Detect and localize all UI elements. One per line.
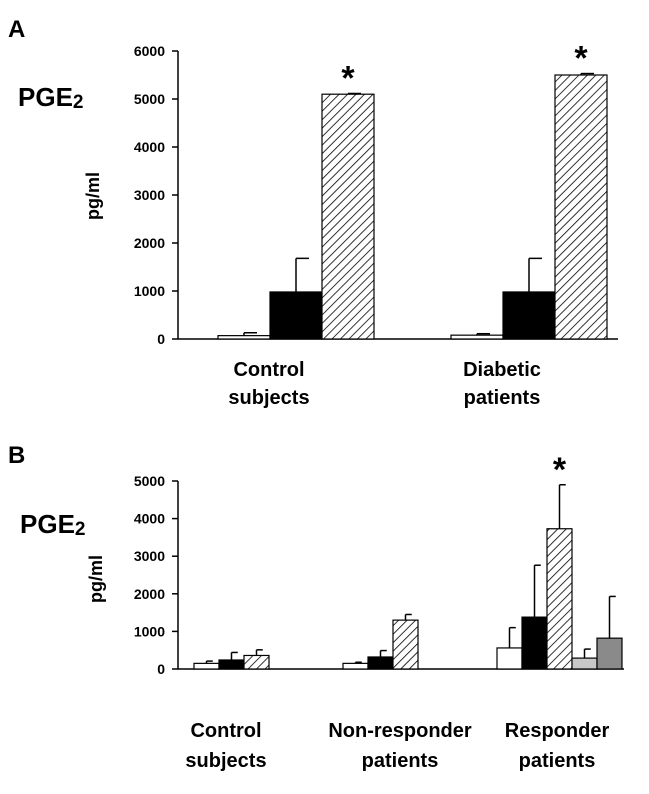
analyte-label-a: PGE2	[18, 82, 84, 113]
panel-letter-b: B	[8, 442, 25, 469]
analyte-label-b: PGE2	[20, 509, 86, 540]
analyte-text-b: PGE	[20, 509, 75, 539]
panel-letter-a: A	[8, 16, 25, 43]
bar-black	[269, 291, 323, 340]
bar-lightgray	[571, 657, 598, 670]
bar-white	[193, 662, 220, 670]
y-tick-label: 4000	[134, 511, 165, 527]
analyte-text-a: PGE	[18, 82, 73, 112]
bar-white	[450, 334, 504, 340]
category-label: patients	[464, 387, 541, 409]
analyte-subscript-b: 2	[75, 519, 86, 540]
bar-black	[367, 656, 394, 670]
y-tick-label: 4000	[134, 139, 165, 155]
y-tick-label: 2000	[134, 586, 165, 602]
chart-panel-a: 0 1000 2000 3000 4000 5000 6000 * * Control subjec…	[134, 40, 618, 409]
y-axis-label-a: pg/ml	[83, 172, 103, 220]
bar-white	[342, 662, 369, 670]
y-tick-label: 5000	[134, 91, 165, 107]
bar-hatched	[243, 654, 270, 670]
bar-hatched	[554, 74, 608, 340]
y-tick-label: 1000	[134, 623, 165, 639]
y-tick-label: 3000	[134, 548, 165, 564]
y-tick-label: 0	[157, 661, 165, 677]
y-tick-label: 3000	[134, 187, 165, 203]
y-tick-label: 5000	[134, 473, 165, 489]
category-label: subjects	[228, 387, 309, 409]
category-label: patients	[519, 750, 596, 772]
category-label: patients	[362, 750, 439, 772]
analyte-subscript-a: 2	[73, 92, 84, 113]
bar-darkgray	[596, 637, 623, 670]
significance-asterisk: *	[574, 40, 588, 78]
significance-asterisk: *	[553, 451, 567, 489]
significance-asterisk: *	[341, 59, 355, 97]
category-label: Control	[233, 359, 304, 381]
y-tick-label: 6000	[134, 43, 165, 59]
bar-black	[502, 291, 556, 340]
bar-white	[496, 647, 523, 670]
chart-panel-b: 0 1000 2000 3000 4000 5000 * Control subjects Non…	[134, 451, 624, 772]
y-tick-label: 1000	[134, 283, 165, 299]
bar-black	[521, 616, 548, 670]
category-label: Non-responder	[328, 720, 472, 742]
category-label: Diabetic	[463, 359, 541, 381]
bar-white	[217, 335, 271, 340]
category-label: Control	[190, 720, 261, 742]
y-axis-label-b: pg/ml	[86, 555, 106, 603]
y-tick-label: 0	[157, 331, 165, 347]
bar-hatched	[321, 93, 375, 340]
bar-hatched	[392, 619, 419, 670]
bar-black	[218, 659, 245, 670]
y-tick-label: 2000	[134, 235, 165, 251]
bar-hatched	[546, 528, 573, 670]
category-label: Responder	[505, 720, 610, 742]
category-label: subjects	[185, 750, 266, 772]
